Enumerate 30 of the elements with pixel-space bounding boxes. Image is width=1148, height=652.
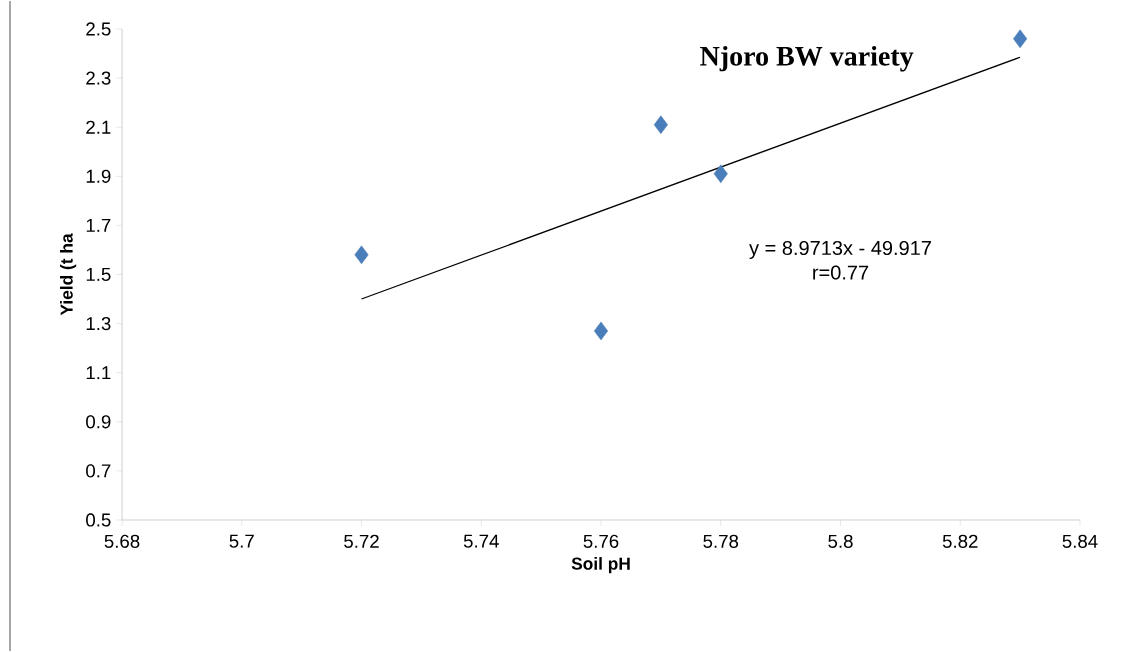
x-tick-label: 5.82: [942, 534, 978, 548]
annotation: r=0.77: [813, 265, 869, 280]
x-tick-label: 5.72: [344, 534, 379, 548]
y-tick-label: 2.3: [86, 71, 111, 85]
x-axis-title: Soil pH: [571, 557, 630, 574]
point: [653, 115, 668, 134]
y-tick-label: 2.1: [86, 120, 111, 134]
point: [354, 245, 369, 265]
point: [593, 321, 609, 341]
x-tick-label: 5.8: [828, 534, 853, 548]
y-tick-label: 1.9: [86, 169, 111, 183]
text: Njoro BW variety: [700, 45, 914, 72]
y-tick-label: 0.7: [86, 464, 111, 478]
x-tick-label: 5.78: [703, 534, 739, 548]
y-tick-label: 2.5: [86, 22, 111, 36]
y-tick-label: 1.1: [86, 366, 111, 380]
point: [1013, 29, 1028, 49]
annotation: y = 8.9713x - 49.917: [749, 240, 931, 259]
y-tick-label: 0.9: [86, 415, 111, 429]
y-tick-label: 0.5: [86, 513, 111, 527]
x-tick-label: 5.76: [583, 534, 619, 548]
y-tick-label: 1.7: [86, 218, 111, 232]
y-tick-label: 1.5: [86, 267, 111, 282]
x-tick-label: 5.84: [1062, 534, 1098, 548]
x-tick-label: 5.7: [229, 534, 254, 548]
y-axis-title: Yield (t ha: [60, 233, 77, 316]
x-tick-label: 5.68: [104, 534, 140, 548]
x-tick-label: 5.74: [463, 534, 499, 548]
point: [713, 164, 728, 184]
y-tick-label: 1.3: [86, 316, 111, 331]
